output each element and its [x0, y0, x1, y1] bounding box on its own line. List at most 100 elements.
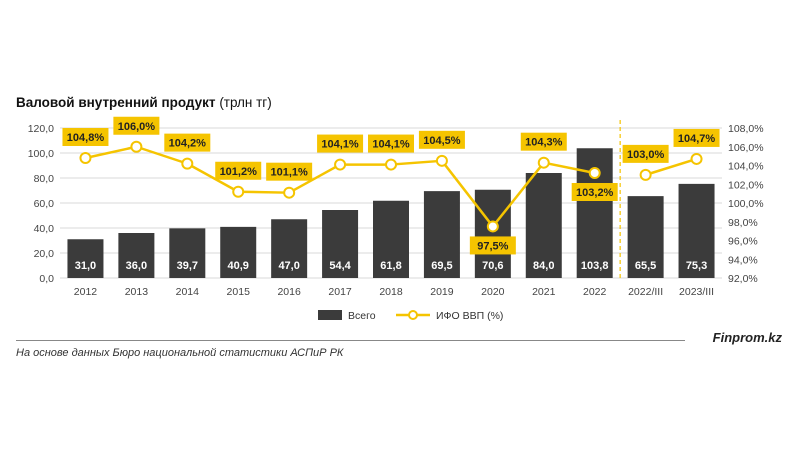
line-marker [79, 152, 92, 164]
bar [423, 191, 460, 278]
right-tick-label: 98,0% [728, 217, 758, 229]
line-marker [486, 220, 499, 233]
x-tick-label: 2018 [379, 286, 403, 298]
line-label-box [622, 144, 669, 163]
bar [67, 239, 104, 278]
line-value-label: 104,3% [525, 137, 563, 149]
legend-swatch-bars [318, 310, 342, 320]
bar-value-label: 47,0 [278, 260, 299, 272]
bar-value-label: 65,5 [635, 260, 656, 272]
left-tick-label: 40,0 [34, 223, 55, 235]
line-label-box [571, 183, 618, 201]
right-tick-label: 92,0% [728, 273, 758, 285]
line-label-box [164, 133, 211, 152]
left-tick-label: 120,0 [28, 123, 54, 135]
bar [169, 228, 206, 278]
x-tick-label: 2016 [277, 286, 301, 298]
bar [118, 233, 155, 278]
x-tick-label: 2021 [532, 286, 556, 298]
left-tick-label: 100,0 [28, 148, 54, 160]
x-tick-label: 2020 [481, 286, 505, 298]
line-value-label: 104,8% [67, 132, 105, 144]
line-marker [385, 158, 397, 171]
line-value-label: 104,1% [372, 139, 410, 151]
x-tick-label: 2017 [328, 286, 352, 298]
line-marker [130, 140, 143, 153]
legend-marker-line [408, 310, 418, 320]
x-tick-label: 2019 [430, 286, 454, 298]
footer-divider [16, 340, 685, 341]
line-value-label: 103,0% [627, 149, 665, 161]
x-tick-label: 2014 [176, 286, 200, 298]
line-label-box [113, 116, 160, 135]
line-label-box [317, 134, 364, 153]
bar [271, 219, 308, 278]
bar-value-label: 61,8 [380, 260, 401, 272]
bar [220, 226, 257, 278]
chart-title-unit: (трлн тг) [219, 95, 272, 110]
chart-title-main: Валовой внутренний продукт [16, 95, 216, 110]
x-tick-label: 2012 [74, 286, 98, 298]
right-tick-label: 96,0% [728, 236, 758, 248]
legend-label-bars: Всего [348, 310, 376, 322]
line-marker [334, 158, 347, 171]
legend-label-line: ИФО ВВП (%) [436, 310, 503, 322]
right-tick-label: 108,0% [728, 123, 764, 135]
bar-value-label: 84,0 [533, 260, 554, 272]
line-value-label: 101,2% [220, 166, 258, 178]
line-value-label: 104,7% [678, 133, 716, 145]
bar [373, 200, 409, 278]
line-value-label: 106,0% [118, 121, 156, 133]
x-tick-label: 2022 [583, 286, 607, 298]
line-value-label: 104,5% [423, 135, 461, 147]
line-marker [232, 185, 245, 198]
right-tick-label: 100,0% [728, 198, 764, 210]
bar [678, 183, 715, 278]
bar [322, 210, 359, 278]
x-tick-label: 2015 [227, 286, 251, 298]
left-tick-label: 20,0 [34, 248, 55, 260]
bar-value-label: 69,5 [431, 260, 452, 272]
line-label-box [418, 130, 465, 149]
line-marker [588, 167, 601, 179]
x-tick-label: 2013 [125, 286, 149, 298]
chart-title: Валовой внутренний продукт (трлн тг) [16, 95, 272, 110]
bar-value-label: 54,4 [329, 260, 351, 272]
right-tick-label: 106,0% [728, 142, 764, 154]
x-tick-label: 2022/III [628, 286, 663, 298]
bar-value-label: 39,7 [177, 260, 198, 272]
bar [525, 173, 562, 278]
bar-value-label: 103,8 [581, 260, 609, 272]
line-value-label: 97,5% [477, 240, 508, 252]
line-label-box [368, 134, 414, 153]
left-tick-label: 60,0 [34, 198, 55, 210]
left-tick-label: 80,0 [34, 173, 55, 185]
line-marker [283, 186, 296, 199]
line-label-box [266, 162, 313, 181]
line-value-label: 103,2% [576, 187, 614, 199]
right-tick-label: 94,0% [728, 254, 758, 266]
line-label-box [520, 132, 567, 151]
line-label-box [673, 128, 720, 147]
line-value-label: 101,1% [270, 167, 308, 179]
bar [474, 189, 511, 278]
bar-value-label: 40,9 [228, 260, 249, 272]
line-marker [639, 168, 652, 181]
line-label-box [62, 128, 109, 146]
right-tick-label: 104,0% [728, 161, 764, 173]
bar-value-label: 70,6 [482, 260, 503, 272]
line-marker [435, 154, 448, 167]
line-marker [537, 156, 550, 169]
line-label-box [469, 236, 516, 255]
bar [627, 196, 664, 278]
x-tick-label: 2023/III [679, 286, 714, 298]
gdp-chart: 0,0 20,0 40,0 60,0 80,0 100,0 120,0 92,0% 94,0% 9… [28, 116, 764, 322]
source-note: На основе данных Бюро национальной стати… [16, 347, 344, 359]
line-value-label: 104,2% [169, 138, 207, 150]
bar-value-label: 36,0 [126, 260, 147, 272]
bar-value-label: 31,0 [75, 260, 96, 272]
line-marker [181, 157, 194, 170]
line-marker [690, 152, 703, 165]
right-tick-label: 102,0% [728, 179, 764, 191]
line-value-label: 104,1% [321, 139, 359, 151]
